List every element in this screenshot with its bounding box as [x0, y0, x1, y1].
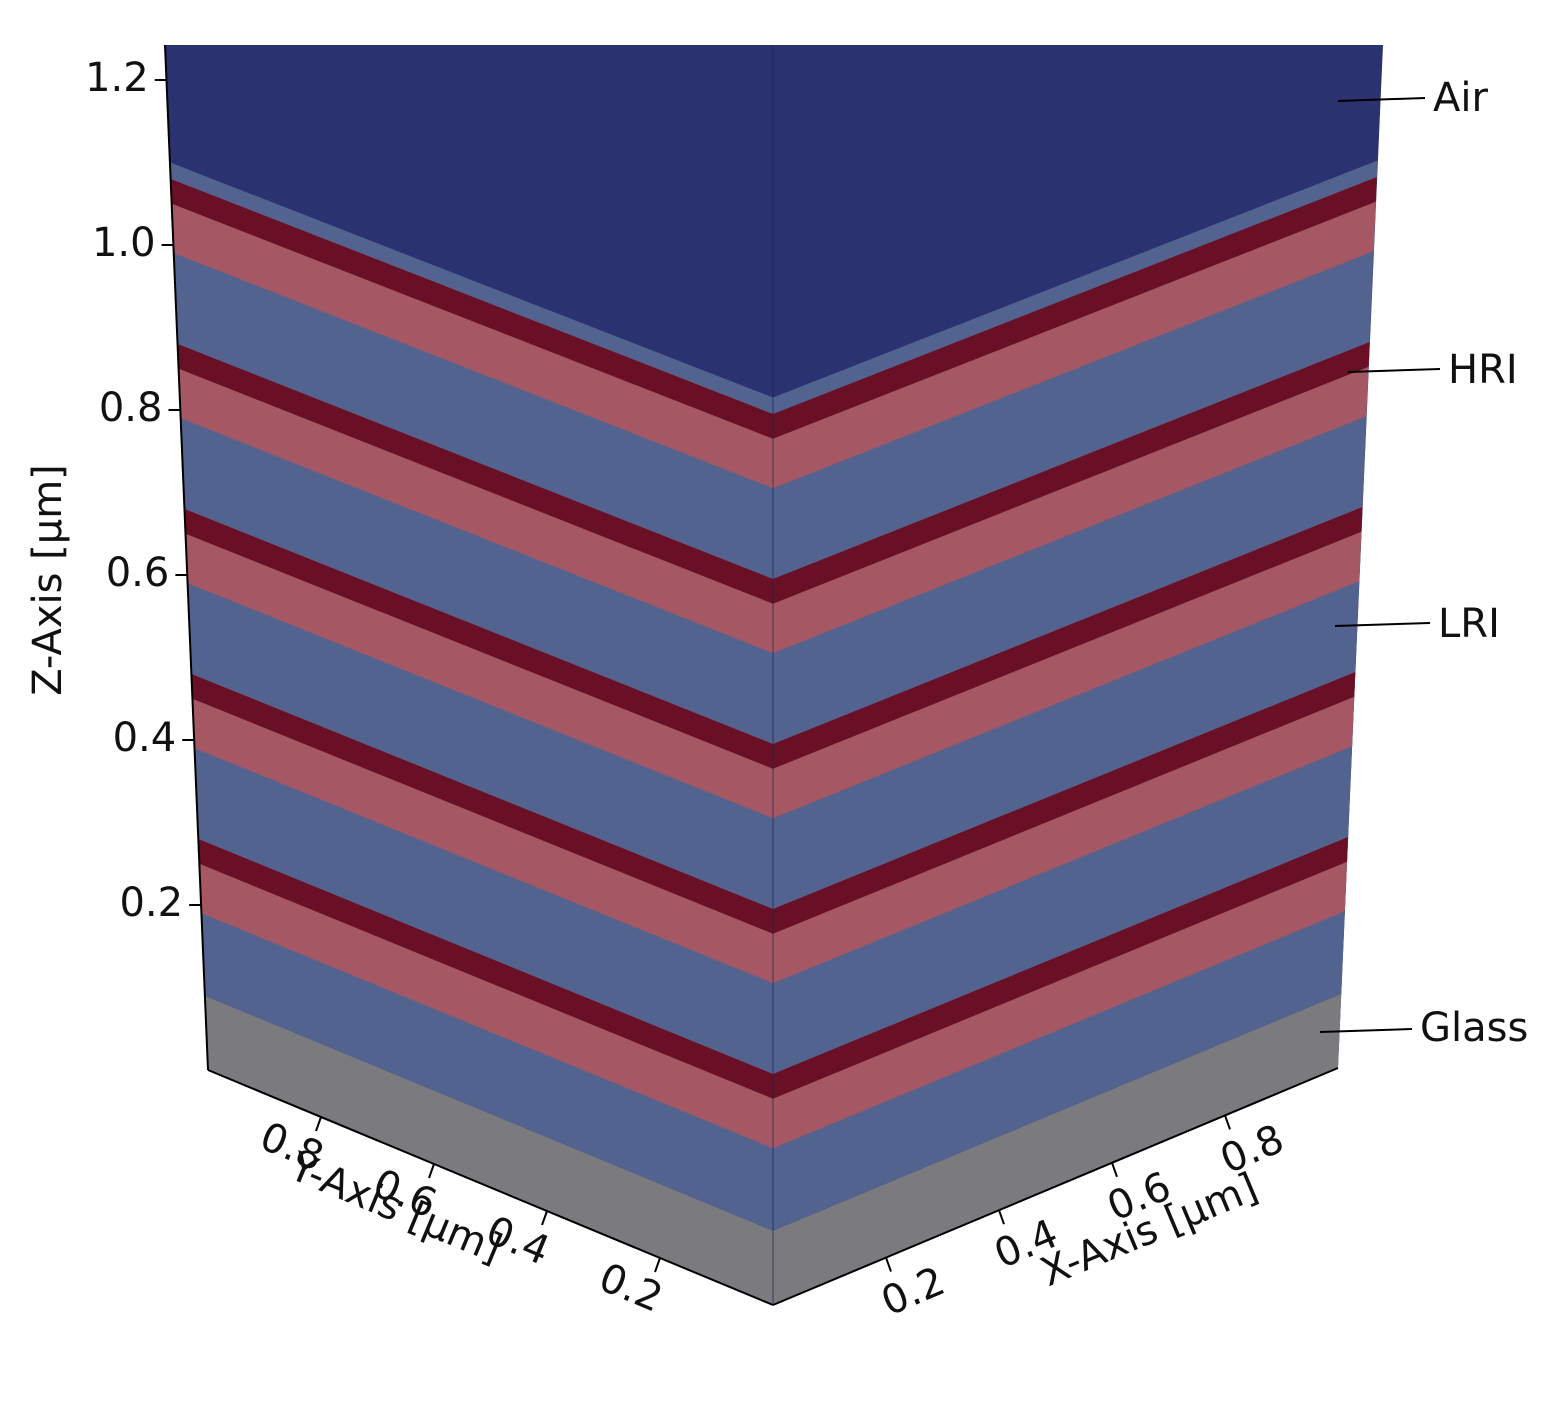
layer-label: Air	[1433, 75, 1488, 121]
y-tick	[541, 1210, 548, 1226]
z-tick-label: 0.4	[113, 715, 177, 761]
layer-label: LRI	[1438, 601, 1500, 647]
x-tick	[885, 1257, 892, 1272]
y-tick	[654, 1257, 661, 1273]
leader-line	[1334, 622, 1431, 627]
leader-line	[1347, 368, 1441, 373]
layer-label: Glass	[1420, 1005, 1528, 1051]
axes: 0.20.40.60.81.01.20.20.40.60.80.20.40.60…	[85, 44, 1339, 1325]
z-tick-label: 1.0	[92, 220, 156, 266]
z-tick-label: 1.2	[85, 55, 149, 101]
z-tick-label: 0.2	[119, 880, 183, 926]
z-tick-label: 0.8	[99, 385, 163, 431]
glass-band	[204, 993, 1342, 1305]
y-axis-line	[207, 1069, 774, 1306]
z-axis-line	[164, 44, 209, 1071]
leader-line	[1319, 1028, 1413, 1033]
x-tick	[998, 1209, 1005, 1225]
leader-line	[1337, 97, 1426, 102]
x-axis-line	[772, 1067, 1339, 1306]
z-tick-label: 0.6	[106, 550, 170, 596]
z-axis-title: Z-Axis [µm]	[25, 464, 71, 696]
y-tick	[315, 1116, 322, 1132]
layers	[170, 160, 1378, 1305]
y-tick	[428, 1163, 435, 1179]
x-tick	[1111, 1162, 1118, 1178]
layer-label: HRI	[1448, 347, 1518, 393]
x-tick-label: 0.2	[875, 1258, 951, 1325]
x-tick	[1224, 1115, 1231, 1130]
